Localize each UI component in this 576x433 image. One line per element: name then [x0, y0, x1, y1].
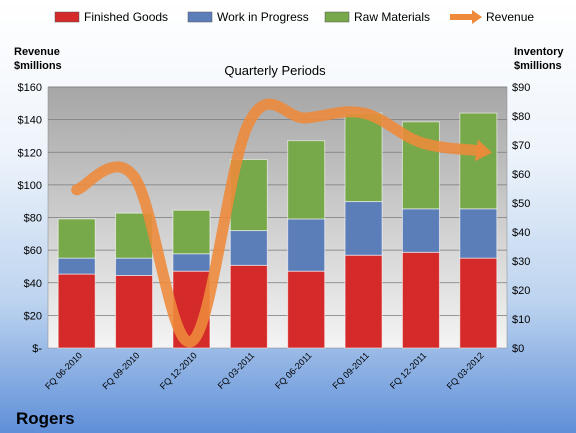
legend-label: Work in Progress [217, 10, 309, 24]
chart-title: Quarterly Periods [224, 63, 326, 78]
bar-raw-materials [344, 112, 383, 203]
bar-work-in-progress [115, 257, 154, 277]
right-tick-label: $50 [512, 198, 530, 210]
bar-finished-goods [459, 257, 498, 349]
x-tick-label: FQ 09-2010 [100, 350, 141, 391]
right-tick-label: $10 [512, 314, 530, 326]
legend-label: Finished Goods [84, 10, 168, 24]
legend-swatch-raw-materials [324, 11, 350, 23]
bar-raw-materials [172, 209, 211, 255]
bar-raw-materials [459, 112, 498, 210]
legend-swatch-work-in-progress [187, 11, 213, 23]
bar-raw-materials [57, 218, 96, 259]
left-tick-label: $40 [24, 278, 42, 290]
left-tick-label: $20 [24, 310, 42, 322]
legend-swatch-finished-goods [54, 11, 80, 23]
x-tick-label: FQ 06-2011 [273, 350, 314, 391]
x-tick-label: FQ 12-2010 [158, 350, 199, 391]
bar-work-in-progress [172, 253, 211, 272]
x-tick-label: FQ 09-2011 [330, 350, 371, 391]
bar-finished-goods [229, 264, 268, 349]
legend-arrowhead-revenue [472, 10, 482, 24]
bar-work-in-progress [229, 230, 268, 266]
revenue-arrowhead [474, 139, 493, 162]
right-tick-label: $70 [512, 140, 530, 152]
left-tick-label: $140 [18, 115, 42, 127]
bar-work-in-progress [287, 218, 326, 272]
bar-finished-goods [401, 251, 440, 349]
bar-work-in-progress [459, 208, 498, 259]
left-tick-label: $80 [24, 213, 42, 225]
bar-finished-goods [344, 254, 383, 349]
left-tick-label: $60 [24, 245, 42, 257]
x-tick-label: FQ 12-2011 [388, 350, 429, 391]
x-tick-label: FQ 06-2010 [43, 350, 84, 391]
left-tick-label: $100 [18, 180, 42, 192]
company-name: Rogers [16, 409, 75, 428]
left-tick-label: $160 [18, 82, 42, 94]
x-tick-label: FQ 03-2011 [216, 350, 257, 391]
legend-label: Revenue [486, 10, 534, 24]
right-tick-label: $60 [512, 169, 530, 181]
right-axis-label-line1: Inventory [514, 46, 564, 58]
right-tick-label: $20 [512, 285, 530, 297]
left-axis-label-line2: $millions [14, 60, 62, 72]
right-axis-label-line2: $millions [514, 60, 562, 72]
bar-finished-goods [287, 270, 326, 349]
left-tick-label: $- [32, 343, 42, 355]
bar-work-in-progress [57, 257, 96, 275]
right-tick-label: $30 [512, 256, 530, 268]
bar-work-in-progress [401, 208, 440, 253]
right-tick-label: $40 [512, 227, 530, 239]
left-tick-label: $120 [18, 147, 42, 159]
bar-finished-goods [57, 273, 96, 349]
bar-raw-materials [287, 140, 326, 220]
bar-finished-goods [115, 275, 154, 349]
legend-label: Raw Materials [354, 10, 430, 24]
right-tick-label: $90 [512, 82, 530, 94]
x-tick-label: FQ 03-2012 [445, 350, 486, 391]
right-tick-label: $80 [512, 111, 530, 123]
bar-work-in-progress [344, 201, 383, 256]
revenue-line [71, 98, 484, 348]
left-axis-label-line1: Revenue [14, 46, 60, 58]
right-tick-label: $0 [512, 343, 524, 355]
